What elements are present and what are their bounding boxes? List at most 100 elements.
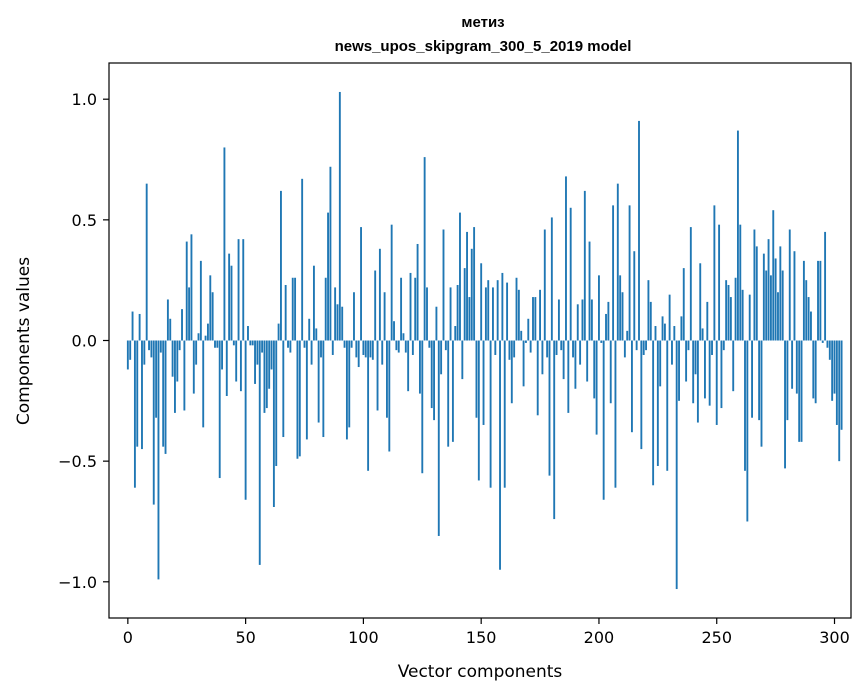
- bar: [327, 212, 329, 341]
- bar: [280, 190, 282, 341]
- bar: [788, 229, 791, 341]
- bar: [609, 340, 612, 404]
- y-tick-label: −0.5: [58, 452, 97, 471]
- bar: [720, 340, 723, 409]
- bar: [138, 313, 141, 341]
- bar: [501, 272, 504, 341]
- bar: [645, 340, 647, 351]
- bar: [199, 260, 202, 341]
- bar: [772, 210, 775, 341]
- bar: [590, 299, 593, 341]
- bar: [774, 258, 777, 341]
- bar: [499, 340, 501, 570]
- bar: [779, 246, 782, 341]
- x-axis-label: Vector components: [398, 662, 563, 682]
- bar: [310, 340, 313, 365]
- bar: [350, 340, 353, 348]
- bar: [268, 340, 271, 389]
- bar: [546, 340, 549, 358]
- bar: [814, 340, 817, 404]
- bar: [435, 306, 438, 341]
- bar: [619, 275, 622, 341]
- bar: [192, 340, 195, 394]
- bar: [517, 289, 520, 341]
- y-axis-ticks: −1.0 −0.5 0.0 0.5 1.0: [58, 90, 109, 592]
- bar: [786, 340, 789, 421]
- bar: [131, 311, 134, 341]
- bar: [602, 340, 605, 500]
- bar: [437, 340, 440, 536]
- bar: [164, 340, 167, 454]
- bar: [682, 268, 685, 341]
- bar: [701, 328, 704, 341]
- bar: [468, 297, 471, 341]
- bar: [569, 207, 572, 341]
- bar: [680, 316, 683, 341]
- bar: [725, 280, 728, 341]
- bar: [621, 292, 624, 341]
- bar: [821, 340, 824, 343]
- bar: [565, 176, 567, 341]
- bar: [301, 178, 304, 341]
- bar: [216, 340, 219, 348]
- bar: [360, 227, 362, 341]
- bar: [374, 270, 377, 341]
- bar: [807, 297, 810, 341]
- bar: [320, 340, 322, 358]
- bar: [265, 340, 268, 409]
- bar: [557, 299, 560, 341]
- bar: [190, 234, 193, 341]
- bar: [256, 340, 259, 365]
- bar: [753, 229, 756, 341]
- bar: [204, 335, 207, 341]
- bar: [663, 323, 666, 341]
- bar: [751, 340, 753, 418]
- bar: [817, 260, 819, 341]
- bar: [831, 340, 834, 401]
- bar: [178, 340, 181, 351]
- bar: [805, 280, 808, 341]
- bar: [595, 340, 598, 435]
- bar: [470, 248, 473, 341]
- bar: [781, 270, 784, 341]
- bar: [647, 280, 650, 341]
- bar: [746, 340, 749, 522]
- bar: [687, 340, 690, 351]
- bar: [171, 340, 174, 377]
- bar: [421, 340, 424, 474]
- bar: [692, 340, 695, 404]
- bar: [668, 294, 671, 341]
- bar: [572, 340, 574, 358]
- bar: [381, 340, 384, 365]
- bar: [800, 340, 803, 442]
- bar: [157, 340, 160, 580]
- bar: [228, 253, 231, 341]
- bar: [828, 340, 831, 360]
- bar: [357, 340, 360, 368]
- y-axis-label: Components values: [14, 257, 34, 425]
- bar: [232, 340, 235, 346]
- x-tick-label: 150: [466, 628, 497, 647]
- bar: [449, 287, 452, 341]
- bar: [211, 292, 214, 341]
- bar: [630, 340, 633, 433]
- bar: [303, 340, 306, 348]
- bar: [463, 268, 466, 341]
- bar: [739, 224, 742, 341]
- bar: [760, 340, 763, 447]
- bar: [586, 340, 589, 382]
- bar: [475, 340, 478, 418]
- bar: [235, 340, 238, 382]
- bar: [371, 340, 374, 360]
- bar: [145, 183, 148, 341]
- bar: [291, 277, 294, 341]
- bar: [383, 292, 386, 341]
- bar: [708, 340, 711, 406]
- bar: [305, 340, 308, 440]
- bar: [673, 326, 676, 341]
- bar: [390, 224, 393, 341]
- bar: [386, 340, 388, 418]
- bar: [353, 292, 355, 341]
- bar: [334, 287, 337, 341]
- bar: [402, 333, 405, 341]
